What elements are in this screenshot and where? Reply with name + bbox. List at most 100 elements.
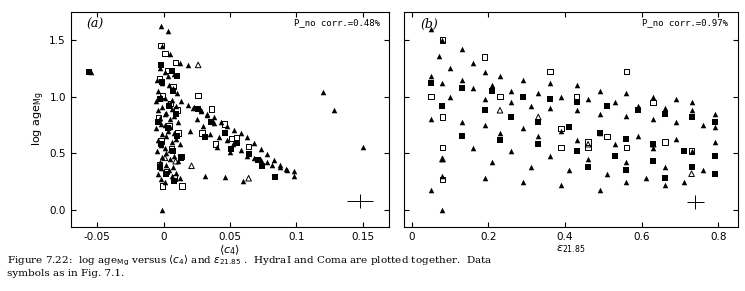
Point	[226, 136, 238, 141]
Point	[163, 168, 175, 173]
Point	[582, 157, 594, 161]
Point	[486, 160, 498, 165]
Point	[241, 135, 253, 140]
Point	[571, 83, 583, 88]
Point	[533, 115, 545, 119]
Point	[506, 149, 518, 153]
Point	[659, 165, 670, 169]
Point	[708, 153, 720, 158]
Point	[160, 169, 172, 174]
Point	[167, 89, 179, 93]
Point	[171, 108, 183, 113]
Point	[670, 136, 682, 141]
Point	[685, 108, 697, 113]
Point	[659, 183, 670, 187]
Point	[555, 128, 567, 133]
Point	[621, 136, 633, 141]
Point	[255, 146, 267, 151]
Text: P_no corr.=0.97%: P_no corr.=0.97%	[641, 18, 728, 27]
Point	[437, 115, 448, 119]
Point	[601, 171, 613, 176]
Point	[571, 149, 583, 153]
Point	[609, 142, 621, 147]
Point	[155, 63, 167, 67]
Point	[563, 125, 575, 129]
Point	[165, 107, 177, 111]
Point	[159, 155, 171, 160]
Point	[708, 119, 720, 124]
Point	[165, 125, 177, 129]
Point	[197, 124, 209, 128]
Point	[156, 184, 168, 189]
Point	[170, 170, 182, 175]
Point	[609, 100, 621, 105]
Point	[708, 111, 720, 116]
Point	[255, 158, 267, 162]
Point	[162, 101, 174, 106]
Point	[425, 74, 437, 79]
Point	[160, 162, 172, 167]
Point	[697, 123, 709, 127]
Point	[153, 171, 165, 176]
Point	[252, 158, 264, 162]
Point	[571, 108, 583, 113]
Point	[165, 101, 177, 106]
Point	[479, 176, 491, 181]
Point	[425, 81, 437, 85]
Point	[199, 135, 211, 140]
Point	[486, 83, 498, 88]
Point	[165, 68, 177, 73]
Point	[609, 153, 621, 158]
Point	[632, 108, 644, 113]
Point	[425, 94, 437, 99]
Point	[437, 177, 448, 182]
Point	[168, 113, 180, 118]
Point	[221, 124, 233, 128]
Point	[456, 85, 468, 90]
Point	[224, 150, 236, 155]
Point	[171, 74, 183, 79]
Point	[174, 142, 186, 147]
Point	[195, 109, 207, 114]
Point	[238, 178, 250, 183]
Point	[582, 140, 594, 144]
Point	[555, 94, 567, 99]
Point	[317, 90, 329, 95]
Point	[288, 174, 299, 178]
Point	[437, 145, 448, 150]
Point	[156, 93, 168, 98]
Point	[494, 137, 506, 142]
Point	[175, 155, 187, 159]
Point	[708, 171, 720, 176]
Point	[165, 98, 177, 102]
Point	[208, 120, 220, 125]
Point	[437, 174, 448, 178]
Point	[456, 119, 468, 124]
Point	[479, 97, 491, 101]
Point	[204, 132, 216, 136]
Point	[153, 162, 165, 167]
Point	[155, 43, 167, 48]
Point	[647, 142, 659, 147]
Point	[582, 165, 594, 169]
Point	[425, 187, 437, 192]
Point	[555, 145, 567, 150]
Point	[524, 103, 536, 108]
Point	[170, 136, 182, 141]
Point	[170, 159, 182, 164]
Point	[228, 127, 240, 132]
Point	[156, 79, 168, 84]
Text: P_no corr.=0.48%: P_no corr.=0.48%	[294, 18, 380, 27]
Point	[156, 104, 168, 109]
Point	[226, 146, 238, 151]
Point	[195, 108, 207, 113]
Point	[678, 149, 690, 153]
Point	[261, 152, 273, 157]
Point	[167, 84, 179, 89]
Point	[172, 159, 184, 164]
Point	[647, 145, 659, 150]
Point	[153, 89, 165, 93]
Point	[594, 187, 606, 192]
Point	[685, 115, 697, 119]
Point	[201, 111, 213, 116]
